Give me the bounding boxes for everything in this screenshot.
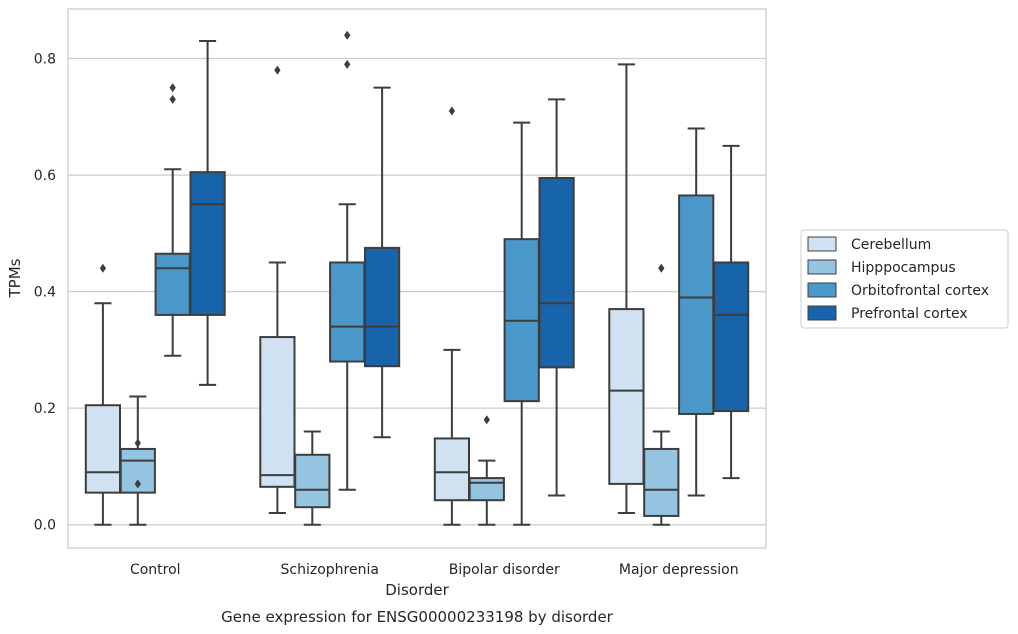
legend-swatch <box>807 259 837 275</box>
y-axis-label: TPMs <box>6 258 24 298</box>
outlier-point <box>658 263 665 273</box>
outlier-point <box>134 438 141 448</box>
box-element <box>712 144 750 480</box>
outlier-point <box>344 59 351 69</box>
x-tick-label: Control <box>130 562 181 578</box>
y-tick-label: 0.8 <box>34 52 56 68</box>
y-tick-label: 0.4 <box>34 285 56 301</box>
box-element <box>154 83 191 357</box>
box-element <box>608 63 645 515</box>
outlier-point <box>169 94 176 104</box>
outlier-point <box>483 415 490 425</box>
box-element <box>503 121 540 526</box>
box-iqr <box>433 437 471 502</box>
outlier-point <box>344 30 351 40</box>
legend-frame <box>800 229 1009 329</box>
x-axis-label: Disorder <box>385 581 449 599</box>
x-tick-label: Major depression <box>619 562 739 578</box>
legend-swatch <box>807 282 837 298</box>
box-element <box>433 106 471 526</box>
box-iqr <box>84 404 122 494</box>
plot-frame <box>67 8 767 549</box>
box-element <box>84 263 122 526</box>
box-element <box>468 415 505 526</box>
box-iqr <box>329 261 366 363</box>
box-element <box>678 127 715 497</box>
outlier-point <box>99 263 107 273</box>
legend-label: Orbitofrontal cortex <box>851 283 989 299</box>
box-element <box>643 263 680 526</box>
outlier-point <box>134 479 141 489</box>
box-iqr <box>294 453 331 509</box>
box-element <box>329 30 366 491</box>
legend-swatch <box>807 305 837 321</box>
y-tick-label: 0.6 <box>34 168 56 184</box>
box-iqr <box>678 194 715 415</box>
outlier-point <box>274 65 281 75</box>
legend-label: Cerebellum <box>851 237 931 253</box>
box-element <box>189 40 226 386</box>
y-tick-labels: 0.0 0.2 0.4 0.6 0.8 <box>34 52 56 534</box>
box-iqr <box>154 252 191 316</box>
box-iqr <box>259 336 296 488</box>
chart-caption: Gene expression for ENSG00000233198 by d… <box>221 608 614 626</box>
legend: Cerebellum Hipppocampus Orbitofrontal cort… <box>800 229 1009 329</box>
boxes <box>84 30 750 526</box>
box-element <box>294 430 331 526</box>
outlier-point <box>448 106 456 116</box>
box-iqr <box>189 171 226 316</box>
box-iqr <box>643 447 680 517</box>
box-iqr <box>712 261 750 413</box>
box-element <box>363 86 401 439</box>
outlier-point <box>169 83 176 93</box>
legend-swatch <box>807 236 837 252</box>
box-element <box>538 98 575 497</box>
x-tick-label: Bipolar disorder <box>449 562 560 578</box>
box-iqr <box>538 176 575 369</box>
box-element <box>259 65 296 515</box>
x-tick-label: Schizophrenia <box>281 562 379 578</box>
box-iqr <box>363 246 401 368</box>
box-iqr <box>468 477 505 502</box>
y-tick-label: 0.0 <box>34 518 56 534</box>
legend-label: Prefrontal cortex <box>851 306 968 322</box>
box-element <box>119 395 156 526</box>
x-tick-labels: Control Schizophrenia Bipolar disorder Majo… <box>130 562 739 578</box>
legend-label: Hipppocampus <box>851 260 956 276</box>
box-iqr <box>608 308 645 485</box>
y-tick-label: 0.2 <box>34 401 56 417</box>
